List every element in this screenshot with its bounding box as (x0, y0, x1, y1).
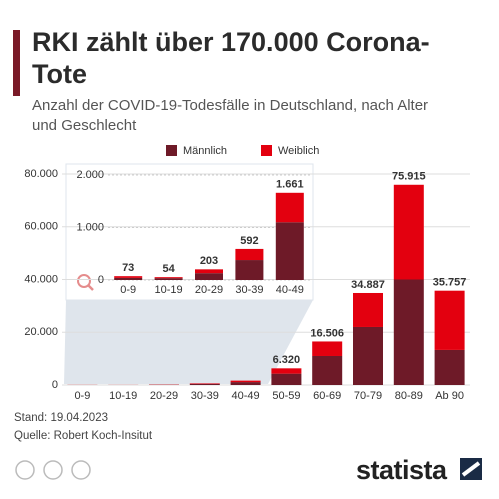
x-tick-label: 40-49 (232, 390, 260, 402)
total-label: 73 (122, 262, 134, 274)
title: RKI zählt über 170.000 Corona-Tote (32, 27, 430, 89)
y-tick-label: 40.000 (24, 273, 58, 285)
bar-segment (195, 273, 223, 280)
bar-segment (189, 383, 220, 384)
y-tick-label: 1.000 (76, 221, 104, 233)
total-label: 592 (240, 235, 258, 247)
x-tick-label: 30-39 (191, 390, 219, 402)
bar-segment (271, 373, 302, 385)
bar-segment (393, 184, 424, 280)
bar-segment (434, 290, 465, 350)
statista-icon (460, 458, 482, 480)
y-tick-label: 60.000 (24, 221, 58, 233)
bar-segment (353, 326, 383, 385)
magnifier (77, 274, 94, 291)
accent-bar (13, 30, 20, 96)
x-tick-label: 20-29 (150, 390, 178, 402)
x-tick-label: 0-9 (74, 390, 90, 402)
x-tick-label: 40-49 (276, 284, 304, 296)
x-tick-label: 30-39 (235, 284, 263, 296)
bar-segment (271, 368, 302, 374)
x-tick-label: 80-89 (395, 390, 423, 402)
legend-swatch (166, 145, 177, 156)
total-label: 1.661 (276, 179, 304, 191)
bar-segment (195, 269, 223, 274)
total-label: 35.757 (433, 277, 467, 289)
bar-segment (230, 382, 261, 385)
x-tick-label: 0-9 (120, 284, 136, 296)
x-tick-label: 20-29 (195, 284, 223, 296)
bar-segment (235, 260, 264, 280)
source-note: Quelle: Robert Koch-Insitut (14, 430, 153, 442)
bar-segment (312, 355, 343, 385)
bar-segment (275, 222, 304, 280)
bar-segment (114, 276, 143, 278)
total-label: 75.915 (392, 171, 426, 183)
total-label: 203 (200, 255, 218, 267)
brand: statista (356, 455, 447, 485)
bar-segment (312, 341, 343, 356)
x-tick-label: 10-19 (109, 390, 137, 402)
y-tick-label: 20.000 (24, 326, 58, 338)
inset-panel (65, 163, 314, 301)
bar-segment (114, 277, 143, 280)
y-tick-label: 0 (52, 379, 58, 391)
subtitle: Anzahl der COVID-19-Todesfälle in Deutsc… (32, 97, 429, 134)
bar-segment (189, 383, 220, 385)
x-tick-label: 60-69 (313, 390, 341, 402)
total-label: 6.320 (273, 354, 301, 366)
y-tick-label: 0 (98, 274, 104, 286)
cc-icons (15, 460, 91, 480)
x-tick-label: 70-79 (354, 390, 382, 402)
bar-segment (353, 292, 383, 327)
legend-label: Männlich (183, 145, 227, 157)
x-tick-label: 10-19 (155, 284, 183, 296)
bar-segment (393, 279, 424, 385)
x-tick-label: 50-59 (272, 390, 300, 402)
bar-segment (275, 192, 304, 223)
date-note: Stand: 19.04.2023 (14, 412, 108, 424)
total-label: 54 (162, 263, 175, 275)
x-tick-label: Ab 90 (435, 390, 464, 402)
total-label: 34.887 (351, 279, 385, 291)
y-tick-label: 80.000 (24, 168, 58, 180)
zoom-wedge (64, 300, 313, 384)
bar-segment (154, 278, 183, 280)
bar-segment (230, 380, 261, 383)
bar-segment (154, 277, 183, 279)
legend-label: Weiblich (278, 145, 319, 157)
legend-swatch (261, 145, 272, 156)
y-tick-label: 2.000 (76, 169, 104, 181)
bar-segment (235, 248, 264, 261)
bar-segment (434, 349, 465, 385)
total-label: 16.506 (310, 327, 344, 339)
